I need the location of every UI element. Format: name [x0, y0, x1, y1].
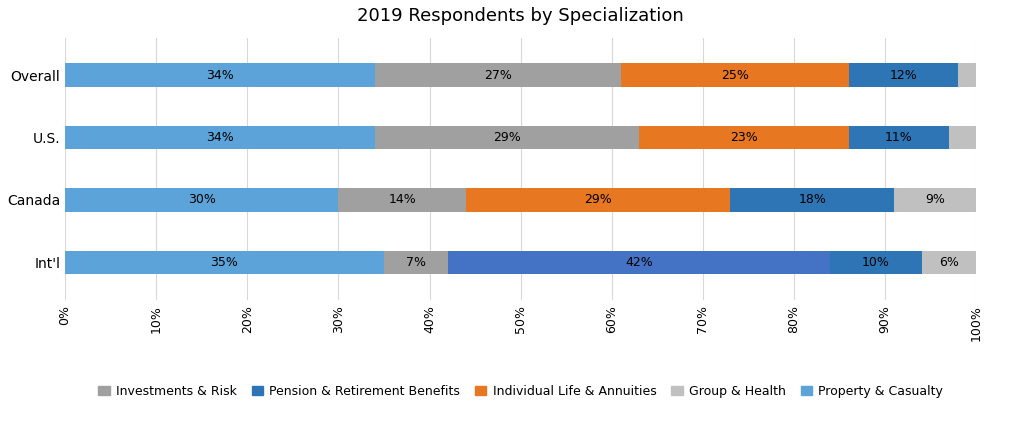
Text: 42%: 42%	[625, 256, 653, 269]
Text: 29%: 29%	[585, 193, 612, 206]
Bar	[375, 63, 621, 87]
Text: 14%: 14%	[388, 193, 416, 206]
Bar	[894, 188, 977, 212]
Bar	[448, 251, 831, 274]
Text: 12%: 12%	[889, 69, 917, 81]
Bar	[949, 126, 977, 149]
Bar	[621, 63, 849, 87]
Text: 35%: 35%	[211, 256, 238, 269]
Bar	[65, 188, 338, 212]
Text: 7%: 7%	[406, 256, 425, 269]
Text: 10%: 10%	[862, 256, 890, 269]
Bar	[338, 188, 466, 212]
Bar	[384, 251, 448, 274]
Legend: Investments & Risk, Pension & Retirement Benefits, Individual Life & Annuities, : Investments & Risk, Pension & Retirement…	[98, 385, 943, 398]
Text: 34%: 34%	[206, 69, 234, 81]
Bar	[65, 126, 375, 149]
Text: 23%: 23%	[730, 131, 758, 144]
Text: 25%: 25%	[721, 69, 749, 81]
Text: 29%: 29%	[493, 131, 521, 144]
Bar	[922, 251, 977, 274]
Text: 18%: 18%	[798, 193, 827, 206]
Text: 11%: 11%	[885, 131, 913, 144]
Text: 27%: 27%	[484, 69, 512, 81]
Bar	[730, 188, 894, 212]
Bar	[849, 126, 949, 149]
Text: 6%: 6%	[939, 256, 959, 269]
Bar	[849, 63, 958, 87]
Text: 30%: 30%	[187, 193, 216, 206]
Bar	[375, 126, 639, 149]
Bar	[958, 63, 986, 87]
Text: 34%: 34%	[206, 131, 234, 144]
Bar	[639, 126, 849, 149]
Text: 9%: 9%	[925, 193, 945, 206]
Bar	[65, 63, 375, 87]
Bar	[466, 188, 730, 212]
Bar	[831, 251, 922, 274]
Title: 2019 Respondents by Specialization: 2019 Respondents by Specialization	[358, 7, 684, 25]
Bar	[65, 251, 384, 274]
